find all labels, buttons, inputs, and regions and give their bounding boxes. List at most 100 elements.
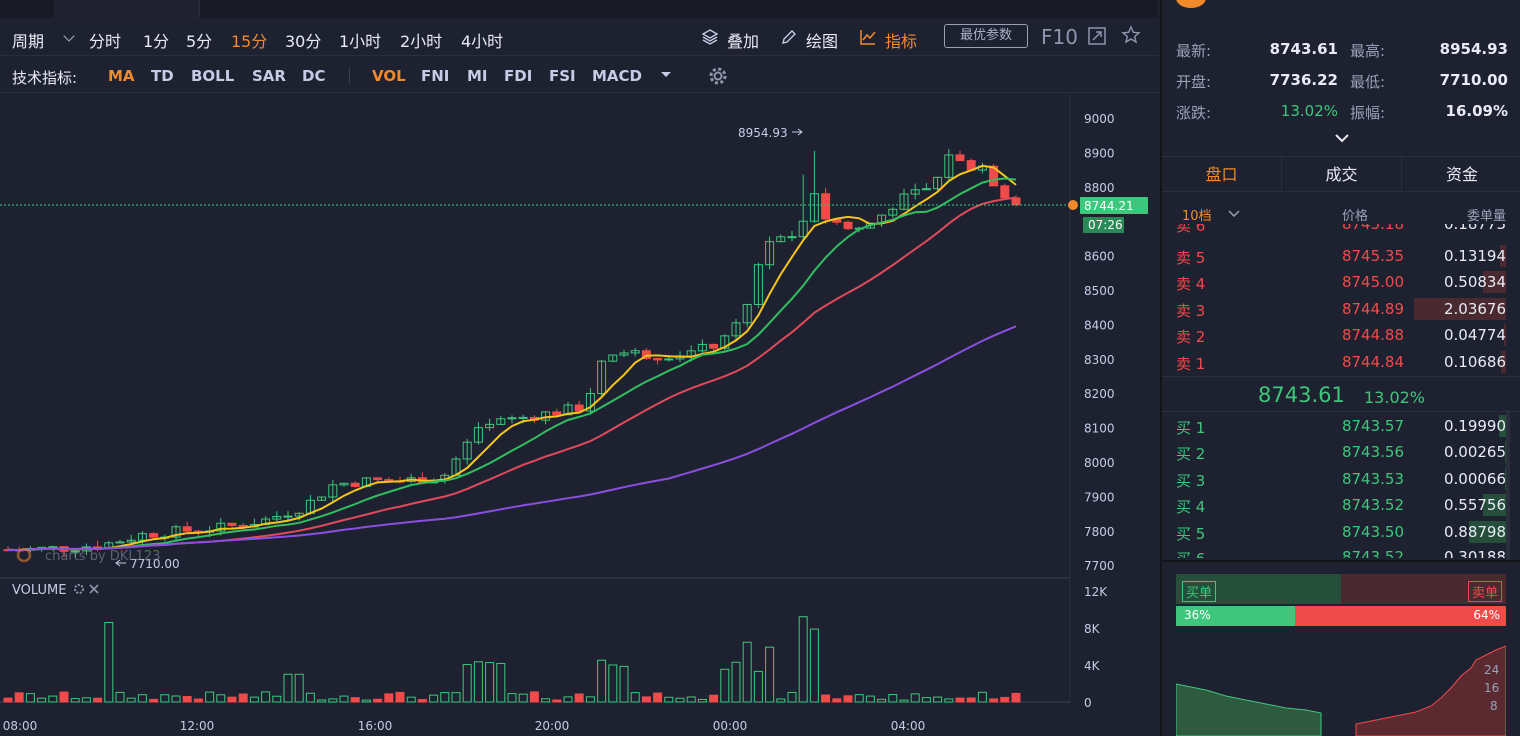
volume-bar — [451, 692, 461, 703]
best-params-button[interactable]: 最优参数 — [944, 24, 1028, 48]
ask-row[interactable]: 卖 4 8745.00 0.50834 — [1162, 269, 1520, 295]
bid-row[interactable]: 买 4 8743.52 0.55756 — [1162, 492, 1520, 518]
indicator-fdi[interactable]: FDI — [504, 67, 533, 85]
candle-body — [955, 154, 965, 162]
depth-axis-label: 16 — [1484, 681, 1499, 695]
ask-row[interactable]: 卖 2 8744.88 0.04774 — [1162, 322, 1520, 348]
overlay-button[interactable]: 叠加 — [727, 32, 760, 51]
pencil-icon[interactable] — [780, 28, 798, 46]
close-icon[interactable] — [89, 584, 99, 594]
candle-body — [126, 539, 136, 543]
high-stat-label: 最高: — [1350, 42, 1386, 60]
volume-axis-label: 4K — [1084, 659, 1101, 673]
row-qty: 0.13194 — [1443, 247, 1506, 265]
caret-down-icon[interactable] — [660, 71, 672, 79]
volume-bar — [518, 693, 528, 703]
period-2h[interactable]: 2小时 — [400, 32, 443, 51]
period-4h[interactable]: 4小时 — [461, 32, 504, 51]
candle-body — [115, 541, 125, 544]
indicator-macd[interactable]: MACD — [592, 67, 642, 85]
depth-chart[interactable]: 24 16 8 — [1175, 640, 1507, 736]
indicator-sar[interactable]: SAR — [252, 67, 286, 85]
indicator-boll[interactable]: BOLL — [191, 67, 235, 85]
draw-button[interactable]: 绘图 — [806, 32, 839, 51]
ask-row[interactable]: 卖 3 8744.89 2.03676 — [1162, 296, 1520, 322]
period-15m[interactable]: 15分 — [231, 32, 268, 51]
volume-bar — [933, 696, 943, 703]
volume-bar — [361, 699, 371, 703]
period-label[interactable]: 周期 — [12, 32, 45, 51]
top-tab[interactable] — [54, 0, 200, 18]
fullscreen-icon[interactable] — [1087, 26, 1107, 46]
bid-row-partial[interactable]: 买 6 8743.52 0.30188 — [1176, 548, 1506, 558]
f10-button[interactable]: F10 — [1041, 25, 1078, 49]
indicator-mi[interactable]: MI — [467, 67, 488, 85]
chevron-down-icon[interactable] — [1228, 210, 1240, 218]
orderbook-scrollbar[interactable] — [1506, 410, 1510, 560]
volume-bar — [350, 697, 360, 703]
period-fenshi[interactable]: 分时 — [89, 32, 122, 51]
volume-bar — [70, 698, 80, 703]
candle-body — [742, 304, 752, 324]
period-5m[interactable]: 5分 — [186, 32, 213, 51]
depth-bar — [1504, 324, 1506, 347]
bid-row[interactable]: 买 1 8743.57 0.19990 — [1162, 413, 1520, 439]
indicator-dc[interactable]: DC — [302, 67, 326, 85]
kline-chart[interactable]: 9000890088008700860085008400830082008100… — [0, 94, 1158, 736]
bid-row[interactable]: 买 3 8743.53 0.00066 — [1162, 466, 1520, 492]
kline-svg[interactable]: 9000890088008700860085008400830082008100… — [0, 94, 1158, 736]
tab-funds[interactable]: 资金 — [1445, 165, 1478, 184]
candle-body — [70, 550, 80, 553]
tab-trades[interactable]: 成交 — [1282, 157, 1402, 193]
indicator-button[interactable]: 指标 — [885, 32, 918, 51]
volume-bar — [686, 696, 696, 703]
volume-bar — [552, 699, 562, 703]
depth-bar — [1500, 245, 1506, 267]
gear-icon[interactable] — [74, 584, 84, 594]
row-side: 买 2 — [1176, 445, 1206, 464]
candle-body — [888, 208, 898, 216]
bid-row[interactable]: 买 2 8743.56 0.00265 — [1162, 439, 1520, 465]
row-price: 8744.84 — [1341, 352, 1404, 371]
period-30m[interactable]: 30分 — [285, 32, 322, 51]
candle-body — [496, 418, 506, 425]
candle-body — [272, 516, 282, 520]
tab-orderbook[interactable]: 盘口 — [1162, 157, 1282, 193]
ask-row[interactable]: 卖 5 8745.35 0.13194 — [1162, 243, 1520, 269]
chevron-down-icon[interactable] — [63, 30, 75, 42]
period-1m[interactable]: 1分 — [143, 32, 170, 51]
indicator-vol[interactable]: VOL — [372, 67, 406, 85]
period-1h[interactable]: 1小时 — [339, 32, 382, 51]
bid-row[interactable]: 买 5 8743.50 0.88798 — [1162, 519, 1520, 545]
change-value: 13.02% — [1280, 102, 1338, 120]
layers-icon[interactable] — [701, 28, 719, 46]
gear-icon[interactable] — [707, 65, 729, 87]
row-price: 8744.88 — [1341, 326, 1404, 345]
candle-body — [283, 515, 293, 518]
chevron-down-icon[interactable] — [1334, 132, 1350, 144]
volume-bar — [809, 628, 819, 703]
depth-bar — [1483, 494, 1506, 517]
row-qty: 2.03676 — [1443, 299, 1506, 318]
ask-row-partial[interactable]: 卖 6 8745.18 0.18773 — [1176, 224, 1506, 235]
indicator-fsi[interactable]: FSI — [549, 67, 576, 85]
indicator-icon[interactable] — [859, 28, 877, 46]
indicator-fni[interactable]: FNI — [421, 67, 450, 85]
ma-line — [7, 177, 1017, 552]
candle-body — [809, 193, 819, 222]
indicator-ma[interactable]: MA — [108, 67, 135, 85]
volume-bar — [630, 692, 640, 703]
ask-row[interactable]: 卖 1 8744.84 0.10686 — [1162, 349, 1520, 375]
candle-body — [171, 526, 181, 538]
amplitude-label: 振幅: — [1350, 104, 1386, 122]
candle-body — [339, 482, 349, 486]
indicator-td[interactable]: TD — [151, 67, 174, 85]
candle-body — [350, 482, 360, 487]
depth-select[interactable]: 10档 — [1182, 209, 1212, 224]
row-price: 8743.53 — [1341, 469, 1404, 488]
star-icon[interactable] — [1121, 25, 1141, 45]
row-price: 8745.35 — [1341, 247, 1404, 265]
candle-body — [328, 484, 338, 498]
volume-bar — [955, 697, 965, 703]
qty-header: 委单量 — [1466, 209, 1506, 224]
